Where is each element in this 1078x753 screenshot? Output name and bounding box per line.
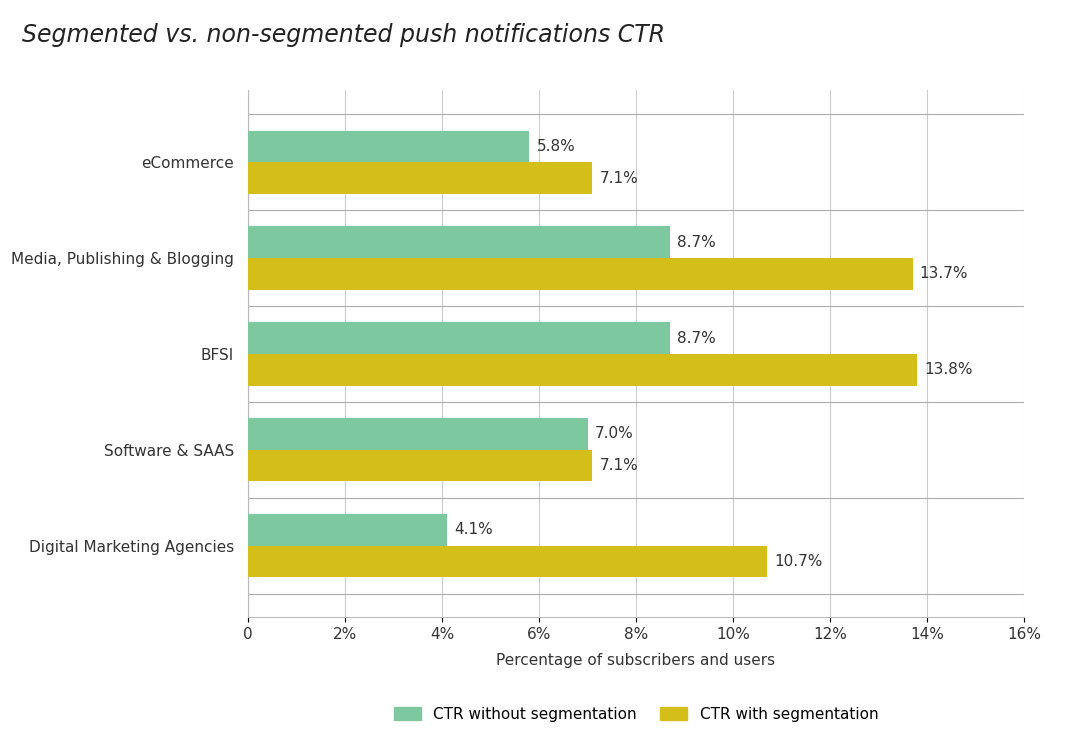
Bar [248,546,766,578]
Text: Segmented vs. non-segmented push notifications CTR: Segmented vs. non-segmented push notific… [22,23,664,47]
X-axis label: Percentage of subscribers and users: Percentage of subscribers and users [497,654,775,669]
Bar [248,418,588,450]
Text: 8.7%: 8.7% [677,331,716,346]
Text: 7.1%: 7.1% [599,458,638,473]
Text: 7.1%: 7.1% [599,170,638,185]
Bar [248,450,592,481]
Bar [248,322,669,354]
Legend: CTR without segmentation, CTR with segmentation: CTR without segmentation, CTR with segme… [386,699,886,729]
Text: 4.1%: 4.1% [454,523,493,538]
Text: 10.7%: 10.7% [774,554,823,569]
Text: 13.7%: 13.7% [920,267,968,282]
Bar [248,227,669,258]
Bar [248,162,592,194]
Bar [248,130,529,162]
Bar [248,258,912,290]
Text: 7.0%: 7.0% [595,426,634,441]
Text: 13.8%: 13.8% [925,362,973,377]
Bar [248,514,446,546]
Text: 5.8%: 5.8% [537,139,576,154]
Bar [248,354,917,386]
Text: 8.7%: 8.7% [677,235,716,250]
